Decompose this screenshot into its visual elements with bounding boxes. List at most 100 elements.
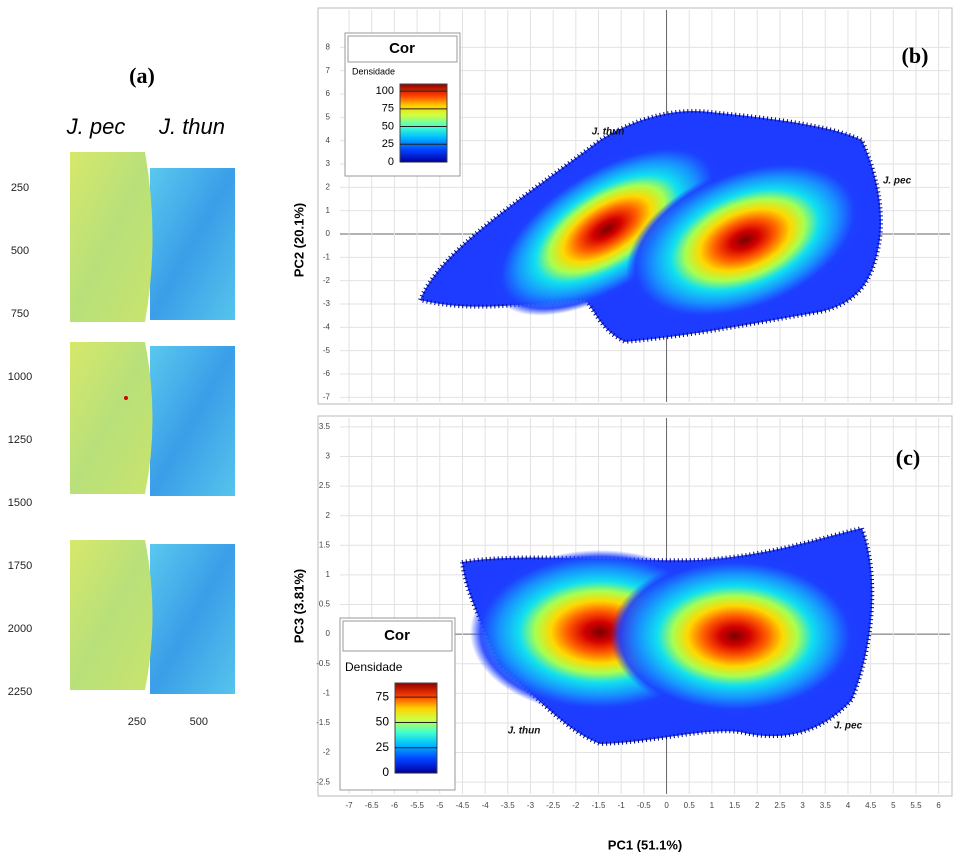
image-pec [70, 342, 153, 494]
image-pec [70, 540, 153, 690]
y-tick-label: 1250 [8, 434, 32, 446]
x-axis-label: PC1 (51.1%) [608, 837, 682, 852]
x-tick-label: -7 [346, 801, 354, 810]
density-core [626, 158, 864, 322]
colorbar [399, 83, 448, 163]
x-tick-label: -6 [391, 801, 399, 810]
column-label: J. thun [158, 114, 225, 139]
x-tick-label: -0.5 [637, 801, 651, 810]
image-pec [70, 152, 153, 322]
annotation: J. thun [592, 127, 625, 138]
panel-label: (a) [129, 63, 155, 88]
y-tick-label: 7 [326, 66, 331, 75]
legend-title: Cor [384, 627, 410, 644]
x-tick-label: 500 [190, 716, 208, 728]
x-tick-label: 4.5 [865, 801, 877, 810]
y-tick-label: 1500 [8, 497, 32, 509]
x-tick-label: 6 [936, 801, 941, 810]
y-tick-label: 2 [326, 182, 331, 191]
y-tick-label: -2 [323, 276, 331, 285]
colorbar-label: 75 [382, 103, 394, 115]
legend-label: Densidade [352, 66, 395, 76]
colorbar-label: 100 [376, 85, 394, 97]
x-tick-label: 5.5 [910, 801, 922, 810]
panel-label: (b) [902, 43, 929, 68]
y-tick-label: 1.5 [319, 540, 331, 549]
x-tick-label: 4 [846, 801, 851, 810]
colorbar-label: 25 [382, 138, 394, 150]
y-tick-label: -7 [323, 392, 331, 401]
y-tick-label: 750 [11, 308, 29, 320]
y-tick-label: 1 [326, 206, 331, 215]
density-core [491, 142, 723, 316]
y-axis-label: PC2 (20.1%) [291, 203, 306, 277]
x-tick-label: 0.5 [684, 801, 696, 810]
annotation: J. pec [883, 176, 912, 187]
x-tick-label: 1.5 [729, 801, 741, 810]
colorbar-label: 50 [382, 120, 394, 132]
x-tick-label: 1 [710, 801, 715, 810]
y-tick-label: 8 [326, 42, 331, 51]
x-tick-label: -1.5 [592, 801, 606, 810]
column-label: J. pec [66, 114, 126, 139]
legend-title: Cor [389, 40, 415, 57]
y-tick-label: -1.5 [316, 718, 330, 727]
x-tick-label: -2.5 [546, 801, 560, 810]
y-tick-label: -3 [323, 299, 331, 308]
x-tick-label: -4 [482, 801, 490, 810]
x-tick-label: -3 [527, 801, 535, 810]
legend-label: Densidade [345, 660, 403, 674]
x-tick-label: -3.5 [501, 801, 515, 810]
x-tick-label: -2 [572, 801, 580, 810]
y-axis-label: PC3 (3.81%) [291, 569, 306, 643]
x-tick-label: 250 [128, 716, 146, 728]
x-tick-label: 2 [755, 801, 760, 810]
panel-label: (c) [896, 445, 920, 470]
colorbar-label: 25 [376, 740, 390, 754]
y-tick-label: 0 [326, 629, 331, 638]
image-thun [150, 346, 235, 496]
y-tick-label: -2 [323, 748, 331, 757]
x-tick-label: -6.5 [365, 801, 379, 810]
y-tick-label: -5 [323, 346, 331, 355]
image-thun [150, 544, 235, 694]
y-tick-label: -6 [323, 369, 331, 378]
y-tick-label: -4 [323, 322, 331, 331]
y-tick-label: 3.5 [319, 422, 331, 431]
sample-images [70, 152, 235, 694]
y-tick-label: 4 [326, 136, 331, 145]
colorbar-label: 0 [382, 765, 389, 779]
y-tick-label: 1000 [8, 371, 32, 383]
legend-header [347, 35, 458, 63]
colorbar-label: 75 [376, 689, 390, 703]
y-tick-label: 3 [326, 159, 331, 168]
density-cloud [459, 525, 875, 747]
y-tick-label: -2.5 [316, 777, 330, 786]
y-tick-label: 2250 [8, 686, 32, 698]
y-tick-label: 1 [326, 570, 331, 579]
legend-header [342, 620, 453, 652]
image-spot [124, 396, 128, 400]
image-thun [150, 168, 235, 320]
y-tick-label: 2.5 [319, 481, 331, 490]
x-tick-label: -5.5 [410, 801, 424, 810]
colorbar-label: 50 [376, 715, 390, 729]
y-tick-label: 2 [326, 511, 331, 520]
x-tick-label: 5 [891, 801, 896, 810]
y-tick-label: 500 [11, 245, 29, 257]
x-tick-label: -4.5 [456, 801, 470, 810]
y-tick-label: -1 [323, 688, 331, 697]
x-tick-label: 0 [664, 801, 669, 810]
density-core [610, 556, 860, 716]
y-tick-label: -0.5 [316, 659, 330, 668]
y-tick-label: 0.5 [319, 600, 331, 609]
x-tick-label: 2.5 [774, 801, 786, 810]
y-tick-label: 5 [326, 112, 331, 121]
density-cloud [417, 108, 884, 345]
x-tick-label: 3 [800, 801, 805, 810]
annotation: J. thun [508, 726, 541, 737]
y-tick-label: 2000 [8, 623, 32, 635]
y-tick-label: 250 [11, 182, 29, 194]
